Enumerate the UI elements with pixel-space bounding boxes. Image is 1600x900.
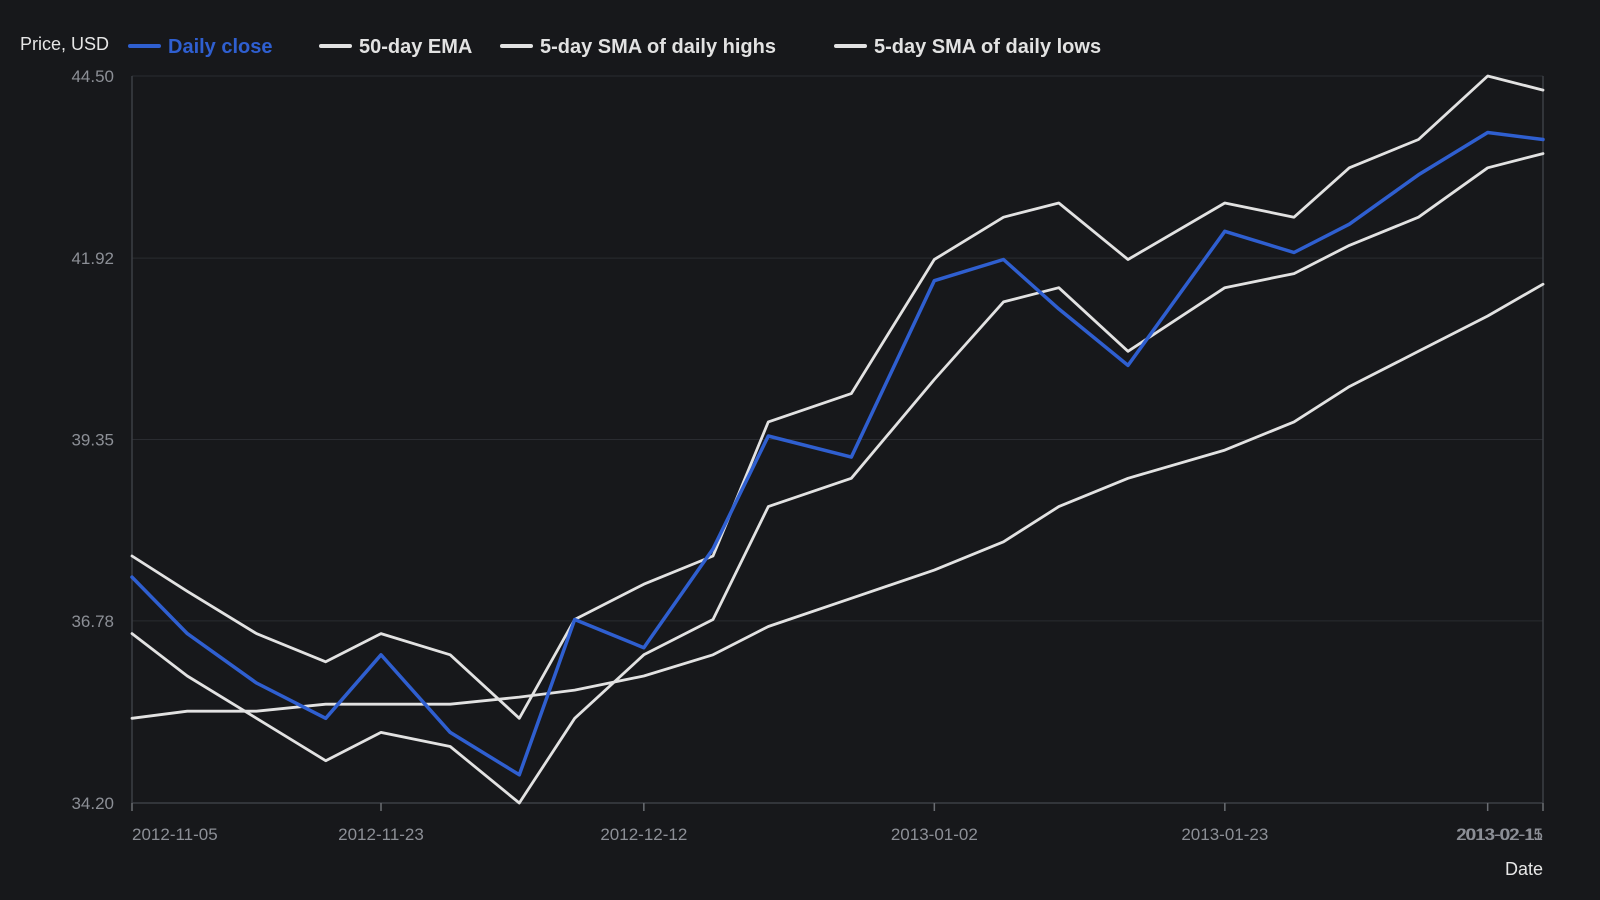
legend-label: 50-day EMA (359, 36, 472, 58)
x-tick-label: 2013-02-15 (1456, 825, 1543, 844)
legend-label: Daily close (168, 36, 273, 58)
x-axis-title: Date (1505, 859, 1543, 879)
y-tick-label: 44.50 (71, 67, 114, 86)
x-tick-label: 2012-11-05 (132, 825, 218, 844)
x-tick-label: 2013-01-02 (891, 825, 978, 844)
series-line-daily-close (130, 130, 1545, 777)
legend: Price, USD Daily close 50-day EMA 5-day SM… (20, 34, 1101, 58)
x-tick-label: 2012-11-23 (338, 825, 424, 844)
legend-label: 5-day SMA of daily lows (874, 36, 1101, 58)
y-tick-label: 41.92 (71, 249, 114, 268)
y-tick-label: 34.20 (71, 794, 114, 813)
axis-layer: 34.20 36.78 39.35 41.92 44.50 2012-11-05 2012-… (71, 67, 1544, 844)
series-layer (130, 74, 1545, 805)
y-axis-title: Price, USD (20, 34, 109, 54)
series-line-5-day-sma-of-daily-lows (130, 152, 1545, 805)
x-tick-label: 2013-02-11 (1457, 825, 1543, 844)
legend-label: 5-day SMA of daily highs (540, 36, 776, 58)
y-tick-label: 36.78 (71, 612, 114, 631)
x-tick-label: 2012-12-12 (600, 825, 687, 844)
x-tick-label: 2013-01-23 (1181, 825, 1268, 844)
series-line-50-day-ema (130, 282, 1545, 720)
series-line-5-day-sma-of-daily-highs (130, 74, 1545, 720)
y-tick-label: 39.35 (71, 431, 114, 450)
